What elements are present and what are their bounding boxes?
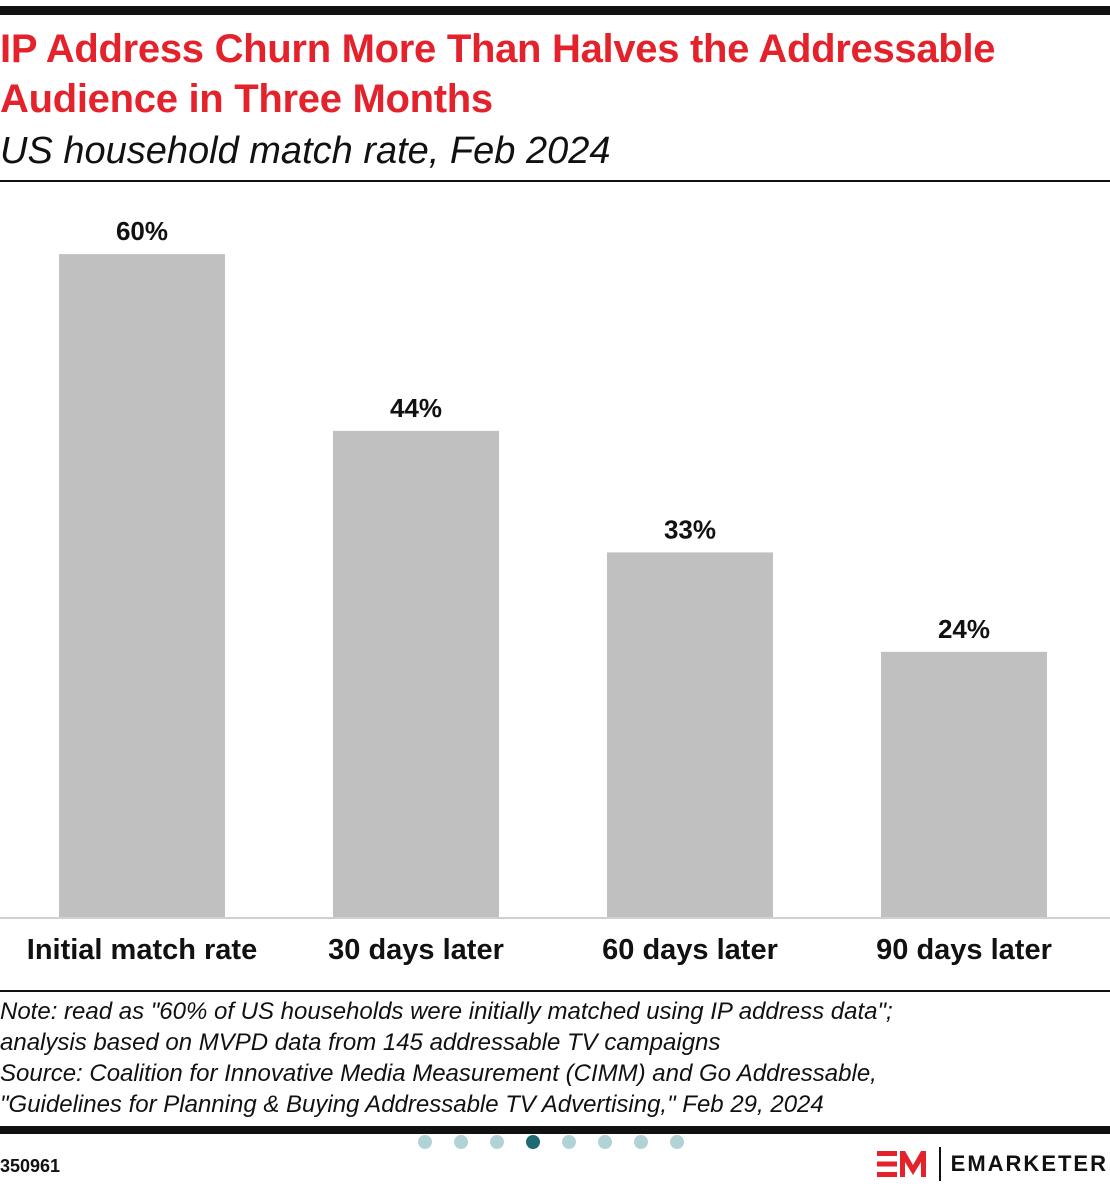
- data-label: 60%: [116, 216, 168, 246]
- category-label: 60 days later: [602, 934, 778, 966]
- pagination-dot[interactable]: [598, 1135, 612, 1149]
- top-rule: [0, 6, 1110, 15]
- footer-rule: [0, 1126, 1110, 1134]
- em-logo-icon: [875, 1146, 929, 1182]
- source-line: "Guidelines for Planning & Buying Addres…: [0, 1091, 824, 1118]
- chart-title: IP Address Churn More Than Halves the Ad…: [0, 27, 996, 121]
- pagination-dot[interactable]: [670, 1135, 684, 1149]
- pagination-dot[interactable]: [562, 1135, 576, 1149]
- brand-name: EMARKETER: [950, 1151, 1108, 1176]
- chart-id: 350961: [0, 1156, 61, 1176]
- brand-logo[interactable]: EMARKETER: [875, 1146, 1108, 1182]
- data-label: 44%: [390, 393, 442, 423]
- brand-separator: [938, 1147, 941, 1181]
- bar: [607, 552, 773, 917]
- source-line: Source: Coalition for Innovative Media M…: [0, 1060, 877, 1087]
- category-label: 90 days later: [876, 934, 1052, 966]
- bar: [881, 651, 1047, 917]
- chart-note: Note: read as "60% of US households were…: [0, 996, 1105, 1120]
- bar: [333, 430, 499, 917]
- bar: [59, 254, 225, 917]
- data-label: 33%: [664, 514, 716, 544]
- note-divider: [0, 990, 1110, 992]
- note-line: analysis based on MVPD data from 145 add…: [0, 1029, 721, 1056]
- category-label: 30 days later: [328, 934, 504, 966]
- note-line: Note: read as "60% of US households were…: [0, 998, 893, 1025]
- category-label: Initial match rate: [27, 934, 257, 966]
- chart-subtitle: US household match rate, Feb 2024: [0, 130, 611, 172]
- pagination-dot[interactable]: [454, 1135, 468, 1149]
- pagination-dot[interactable]: [634, 1135, 648, 1149]
- pagination-dot[interactable]: [490, 1135, 504, 1149]
- bar-chart: 60% Initial match rate 44% 30 days later 33%…: [0, 216, 1110, 966]
- pagination-dots[interactable]: [418, 1135, 684, 1149]
- pagination-dot[interactable]: [418, 1135, 432, 1149]
- pagination-dot[interactable]: [526, 1135, 540, 1149]
- header-divider: [0, 180, 1110, 182]
- data-label: 24%: [938, 614, 990, 644]
